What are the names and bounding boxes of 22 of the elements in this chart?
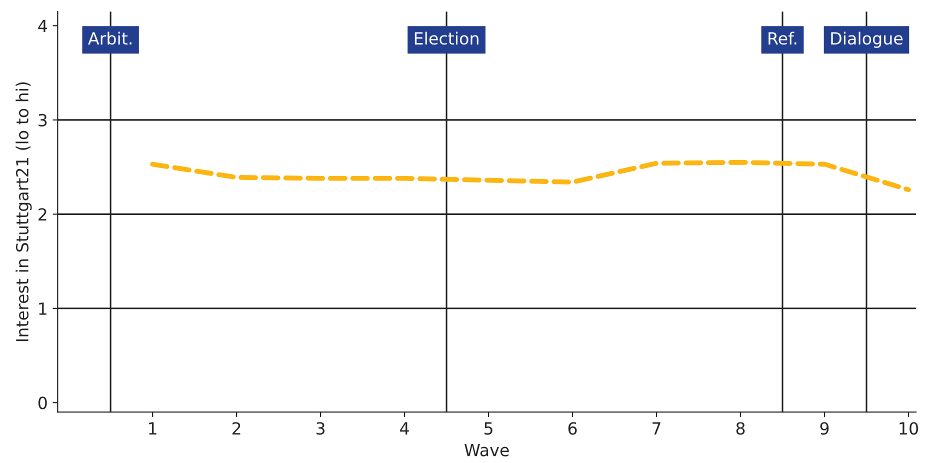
x-axis-title: Wave [464, 444, 509, 456]
x-tick-label: 3 [316, 422, 325, 435]
x-tick-label: 7 [652, 422, 660, 434]
x-tick-label: 5 [484, 422, 492, 435]
x-tick-label: 1 [149, 422, 156, 434]
x-tick-label: 10 [900, 422, 918, 435]
y-tick-label: 4 [38, 20, 48, 32]
ref-line-label: Election [414, 32, 478, 45]
ref-line-label: Arbit. [88, 32, 132, 45]
x-tick-label: 6 [568, 422, 577, 435]
ref-line-label: Ref. [768, 32, 796, 45]
x-tick-label: 9 [820, 422, 829, 435]
y-tick-label: 2 [38, 208, 46, 221]
x-tick-label: 2 [232, 422, 240, 434]
x-tick-label: 4 [400, 422, 409, 434]
y-axis-title: Interest in Stuttgart21 (lo to hi) [16, 82, 32, 342]
line-series [150, 160, 911, 192]
y-tick-label: 3 [38, 114, 47, 127]
x-tick-label: 8 [736, 422, 745, 435]
ref-line-label: Dialogue [831, 32, 903, 48]
y-tick-label: 0 [38, 396, 47, 410]
y-tick-label: 1 [39, 302, 46, 315]
